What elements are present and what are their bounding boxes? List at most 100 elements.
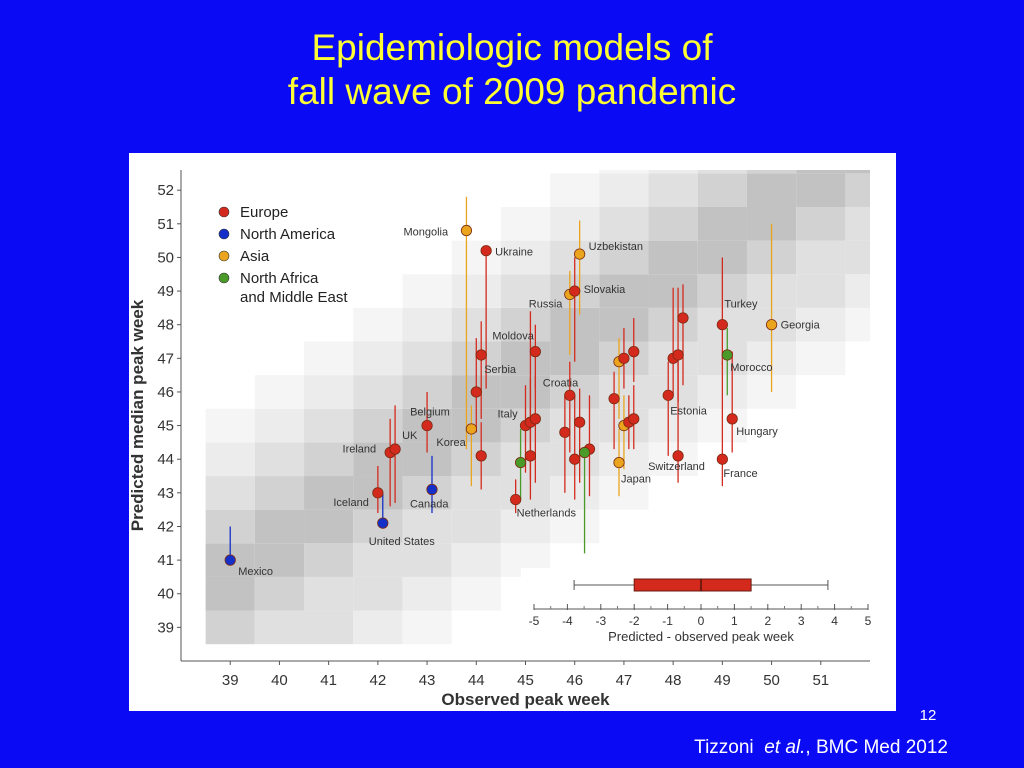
point-label: Mexico [238, 566, 273, 578]
data-point [613, 456, 625, 469]
density-cell [451, 442, 501, 477]
density-cell [304, 610, 354, 645]
y-tick-label: 46 [157, 384, 174, 401]
density-cell [353, 375, 403, 409]
density-cell [205, 442, 255, 477]
slide-title-line-2: fall wave of 2009 pandemic [287, 71, 737, 112]
point-label: Uzbekistan [589, 241, 643, 253]
y-tick-label: 52 [157, 182, 174, 199]
density-cell [845, 206, 870, 241]
density-cell [254, 375, 305, 409]
data-point [465, 423, 477, 435]
density-cell [304, 341, 354, 376]
data-point [569, 453, 581, 465]
point-label: Estonia [670, 405, 708, 417]
inset-tick-label: -1 [662, 614, 673, 628]
axes: 39 40 41 42 43 44 45 46 47 48 49 50 5139404142434445… [129, 170, 870, 709]
slide-title: Epidemiologic models of fall wave of 200… [0, 26, 1024, 114]
y-tick-label: 44 [157, 451, 174, 468]
legend-label: North Africa [240, 270, 319, 287]
data-point [721, 349, 733, 361]
data-point [514, 456, 527, 469]
point-label: Croatia [543, 377, 579, 389]
data-point [608, 393, 620, 405]
inset-tick-label: -4 [562, 614, 573, 628]
density-cell [648, 173, 698, 207]
legend-label-line-2: and Middle East [240, 289, 348, 306]
data-point [559, 426, 571, 438]
x-tick-label: 40 [271, 672, 288, 689]
density-cell [205, 610, 255, 645]
y-tick-label: 45 [157, 418, 174, 435]
citation: Tizzoni et al., BMC Med 2012 [694, 737, 948, 759]
legend-label: Asia [240, 248, 270, 265]
point-label: Netherlands [517, 508, 577, 520]
density-cell [796, 206, 846, 241]
point-labels: Mexico United States Canada Iceland Ireland U… [238, 227, 820, 579]
slide-title-line-1: Epidemiologic models of [311, 27, 713, 68]
point-label: Iceland [333, 497, 368, 509]
density-cell [402, 476, 452, 510]
density-cell [254, 509, 305, 544]
density-cell [648, 240, 698, 275]
density-cell [254, 610, 305, 645]
density-cell [451, 307, 501, 342]
density-cell [599, 476, 649, 510]
density-cell [599, 274, 649, 308]
data-point [569, 285, 581, 297]
point-label: Ukraine [495, 247, 533, 259]
density-cell [402, 543, 452, 577]
background-density-grid [181, 170, 870, 661]
density-cell [746, 170, 797, 174]
citation-author: Tizzoni [694, 737, 754, 758]
point-label: Switzerland [648, 461, 705, 473]
density-cell [648, 170, 698, 174]
inset-tick-label: 4 [831, 614, 838, 628]
density-cell [697, 173, 747, 207]
data-point [475, 450, 487, 462]
y-tick-label: 40 [157, 586, 174, 603]
legend-label: North America [240, 226, 336, 243]
density-cell [254, 442, 305, 477]
point-label: Belgium [410, 407, 450, 419]
density-cell [451, 476, 501, 510]
y-tick-label: 41 [157, 552, 174, 569]
density-cell [500, 476, 551, 510]
data-point [726, 413, 738, 425]
density-cell [500, 341, 551, 376]
density-cell [451, 509, 501, 544]
data-point [510, 493, 522, 506]
density-cell [353, 576, 403, 611]
data-point [470, 386, 482, 398]
density-cell [599, 240, 649, 275]
density-cell [599, 173, 649, 207]
density-cell [500, 307, 551, 342]
density-cell [353, 610, 403, 645]
density-cell [500, 206, 551, 241]
point-label: Georgia [781, 320, 821, 332]
density-cell [304, 576, 354, 611]
density-cell [451, 274, 501, 308]
data-point [628, 413, 640, 425]
point-label: Canada [410, 498, 449, 510]
point-label: Turkey [724, 299, 758, 311]
density-cell [500, 240, 551, 275]
x-tick-label: 50 [763, 672, 780, 689]
data-point [421, 419, 433, 432]
x-tick-label: 44 [468, 672, 485, 689]
point-label: Russia [529, 298, 564, 310]
density-cell [746, 173, 797, 207]
chart-panel: 39 40 41 42 43 44 45 46 47 48 49 50 51 39 40 41 42 43 44 45… [129, 153, 896, 711]
point-label: Mongolia [403, 227, 449, 239]
density-cell [254, 408, 305, 443]
data-point [672, 349, 684, 361]
legend-label: Europe [240, 204, 288, 221]
data-point [524, 450, 537, 462]
inset-tick-label: 1 [731, 614, 738, 628]
density-cell [648, 442, 698, 477]
slide-number: 12 [919, 707, 937, 724]
inset-tick-label: -2 [629, 614, 640, 628]
density-cell [402, 341, 452, 376]
x-tick-label: 39 [222, 672, 239, 689]
data-point [765, 319, 778, 331]
